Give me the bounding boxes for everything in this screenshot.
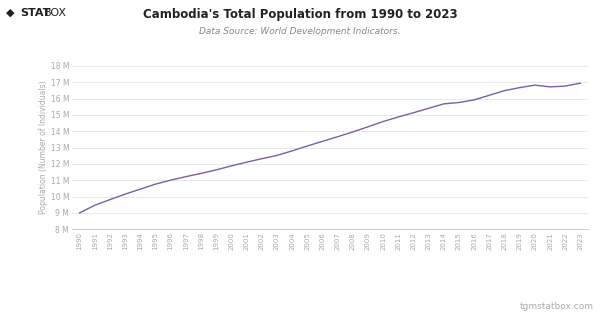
Text: Cambodia's Total Population from 1990 to 2023: Cambodia's Total Population from 1990 to…: [143, 8, 457, 21]
Y-axis label: Population (Number of Individuals): Population (Number of Individuals): [39, 81, 48, 214]
Text: BOX: BOX: [44, 8, 67, 18]
Text: Data Source: World Development Indicators.: Data Source: World Development Indicator…: [199, 27, 401, 36]
Text: ◆: ◆: [6, 8, 19, 18]
Text: STAT: STAT: [20, 8, 50, 18]
Text: tgmstatbox.com: tgmstatbox.com: [520, 302, 594, 311]
